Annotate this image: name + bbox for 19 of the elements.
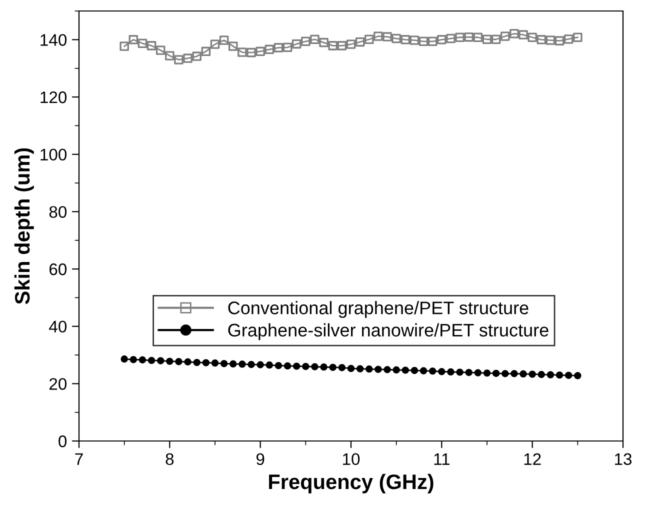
y-axis-title: Skin depth (um) xyxy=(14,148,34,304)
y-tick-label: 80 xyxy=(49,206,67,218)
legend-label: Graphene-silver nanowire/PET structure xyxy=(228,323,548,340)
legend-label: Conventional graphene/PET structure xyxy=(228,301,528,318)
x-tick-label: 11 xyxy=(434,453,450,465)
y-tick-label: 60 xyxy=(50,263,67,276)
x-tick-label: 9 xyxy=(256,453,264,466)
x-tick-label: 10 xyxy=(343,453,360,466)
x-tick-label: 13 xyxy=(615,453,632,466)
y-tick-label: 120 xyxy=(40,91,67,104)
x-tick-label: 8 xyxy=(166,453,174,466)
y-tick-label: 40 xyxy=(49,320,67,333)
x-tick-label: 12 xyxy=(524,453,541,465)
y-tick-label: 100 xyxy=(40,148,67,161)
x-axis-title: Frequency (GHz) xyxy=(269,474,434,494)
x-tick-label: 7 xyxy=(75,453,83,465)
y-tick-label: 0 xyxy=(58,435,67,448)
y-tick-label: 20 xyxy=(49,378,67,390)
y-tick-label: 140 xyxy=(40,34,67,46)
